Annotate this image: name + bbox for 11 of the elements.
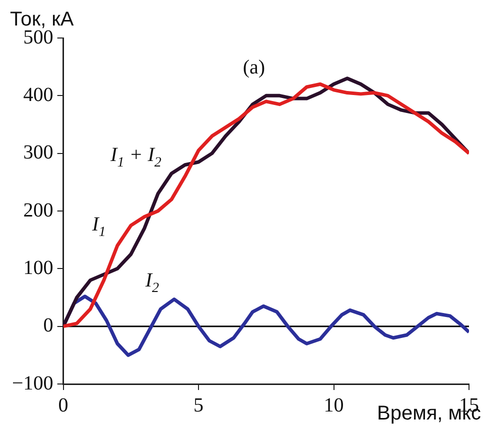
y-tick-label: 100	[23, 256, 54, 279]
y-tick-label: 0	[43, 314, 54, 337]
y-tick-label: 300	[23, 142, 54, 164]
y-tick-label: 200	[23, 199, 54, 222]
x-tick-label: 10	[324, 394, 344, 416]
x-tick-label: 0	[58, 394, 68, 416]
y-tick-label: 400	[23, 84, 54, 106]
x-tick-label: 5	[194, 394, 204, 416]
y-tick-label: −100	[12, 372, 54, 394]
annotation: (a)	[242, 56, 266, 78]
y-axis-title: Ток, кА	[10, 8, 74, 31]
